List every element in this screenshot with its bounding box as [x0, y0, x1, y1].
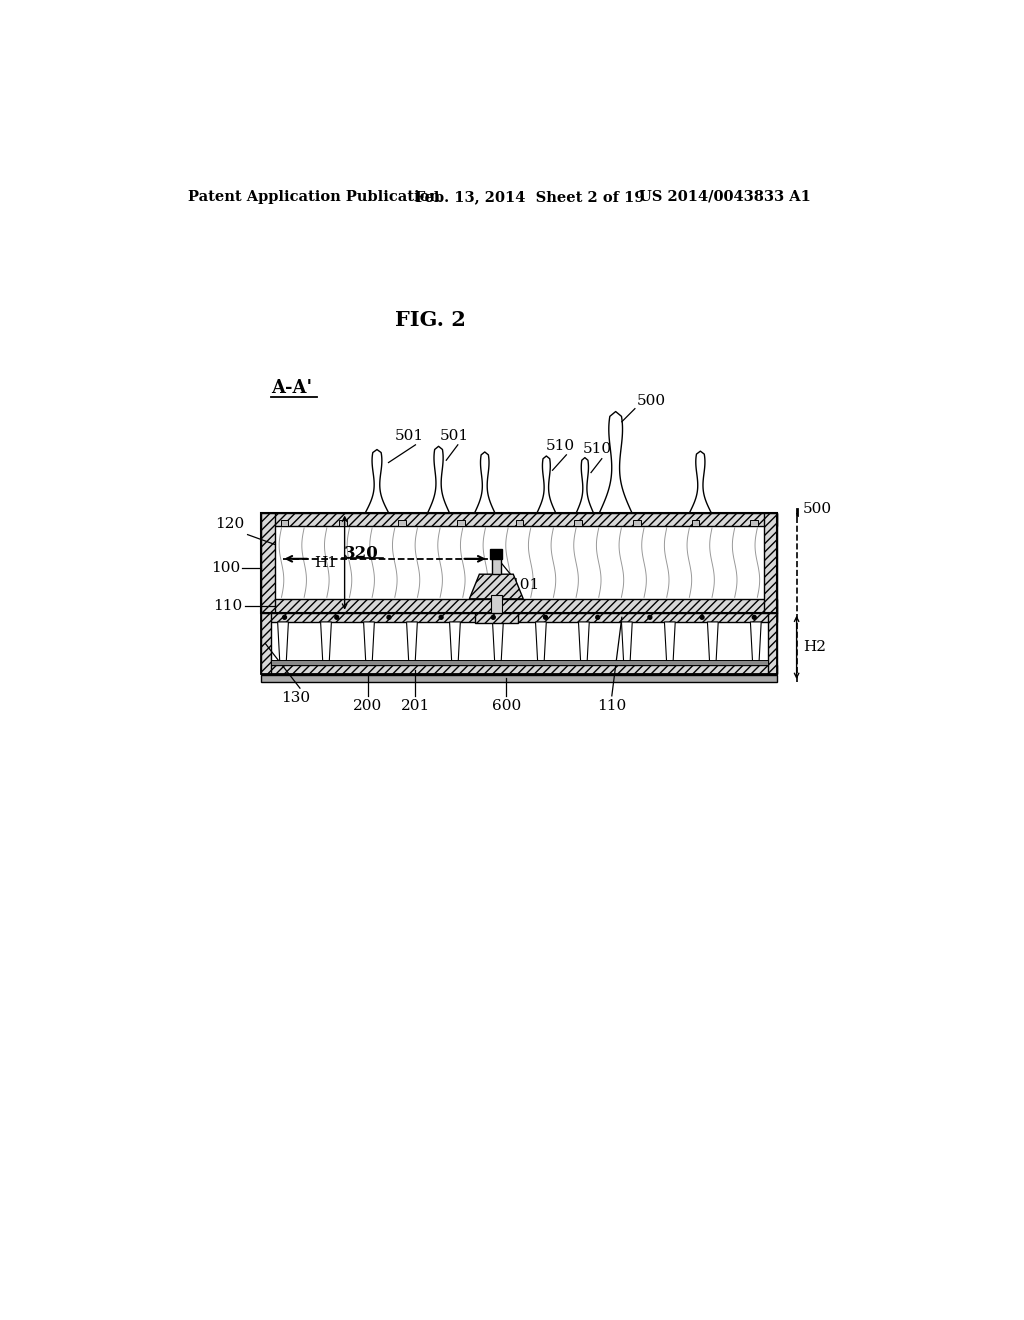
Polygon shape: [493, 622, 504, 665]
Text: FIG. 2: FIG. 2: [395, 310, 466, 330]
Text: 130: 130: [282, 692, 310, 705]
Bar: [492, 557, 501, 574]
Polygon shape: [469, 574, 523, 599]
Text: 320: 320: [344, 545, 379, 562]
Bar: [261, 665, 777, 675]
Text: 120: 120: [215, 516, 245, 531]
Bar: [339, 520, 347, 525]
Polygon shape: [364, 622, 375, 665]
Text: 110: 110: [597, 700, 627, 713]
Bar: [457, 520, 465, 525]
Bar: [751, 520, 758, 525]
Bar: [490, 595, 502, 616]
Bar: [633, 520, 641, 525]
Text: 510: 510: [546, 438, 574, 453]
Bar: [574, 520, 582, 525]
Bar: [261, 612, 777, 675]
Text: US 2014/0043833 A1: US 2014/0043833 A1: [639, 190, 811, 203]
Polygon shape: [708, 622, 718, 665]
Bar: [281, 520, 289, 525]
Text: H1: H1: [314, 556, 337, 570]
Polygon shape: [622, 622, 632, 665]
Circle shape: [648, 615, 652, 619]
Text: Patent Application Publication: Patent Application Publication: [188, 190, 440, 203]
Bar: [261, 675, 777, 682]
Circle shape: [283, 615, 287, 619]
Circle shape: [753, 615, 756, 619]
Circle shape: [387, 615, 391, 619]
Text: 110: 110: [213, 599, 243, 612]
Text: 200: 200: [353, 700, 382, 713]
Bar: [768, 612, 777, 675]
Bar: [261, 599, 777, 612]
Text: 500: 500: [637, 393, 667, 408]
Text: 501: 501: [439, 429, 469, 442]
Bar: [764, 512, 777, 612]
Bar: [261, 512, 777, 527]
Text: 501: 501: [394, 429, 424, 442]
Polygon shape: [751, 622, 761, 665]
Text: 201: 201: [400, 700, 430, 713]
Circle shape: [596, 615, 600, 619]
Polygon shape: [665, 622, 675, 665]
Bar: [490, 549, 503, 558]
Bar: [275, 527, 764, 599]
Bar: [261, 612, 777, 622]
Circle shape: [492, 615, 496, 619]
Bar: [261, 512, 275, 612]
Circle shape: [335, 615, 339, 619]
Bar: [398, 520, 406, 525]
Text: 101: 101: [510, 578, 540, 593]
Polygon shape: [536, 622, 546, 665]
Polygon shape: [579, 622, 589, 665]
Bar: [515, 520, 523, 525]
Bar: [261, 512, 777, 612]
Circle shape: [700, 615, 703, 619]
Text: Feb. 13, 2014  Sheet 2 of 19: Feb. 13, 2014 Sheet 2 of 19: [416, 190, 645, 203]
Bar: [475, 612, 518, 623]
Text: 600: 600: [492, 700, 521, 713]
Circle shape: [544, 615, 548, 619]
Bar: [261, 612, 270, 675]
Circle shape: [439, 615, 443, 619]
Polygon shape: [450, 622, 461, 665]
Bar: [270, 660, 768, 665]
Text: H2: H2: [803, 640, 825, 655]
Polygon shape: [278, 622, 289, 665]
Text: 500: 500: [803, 502, 831, 516]
Text: 510: 510: [583, 442, 611, 457]
Text: A-A': A-A': [270, 379, 312, 397]
Polygon shape: [407, 622, 418, 665]
Bar: [691, 520, 699, 525]
Polygon shape: [321, 622, 332, 665]
Text: 100: 100: [211, 561, 240, 574]
